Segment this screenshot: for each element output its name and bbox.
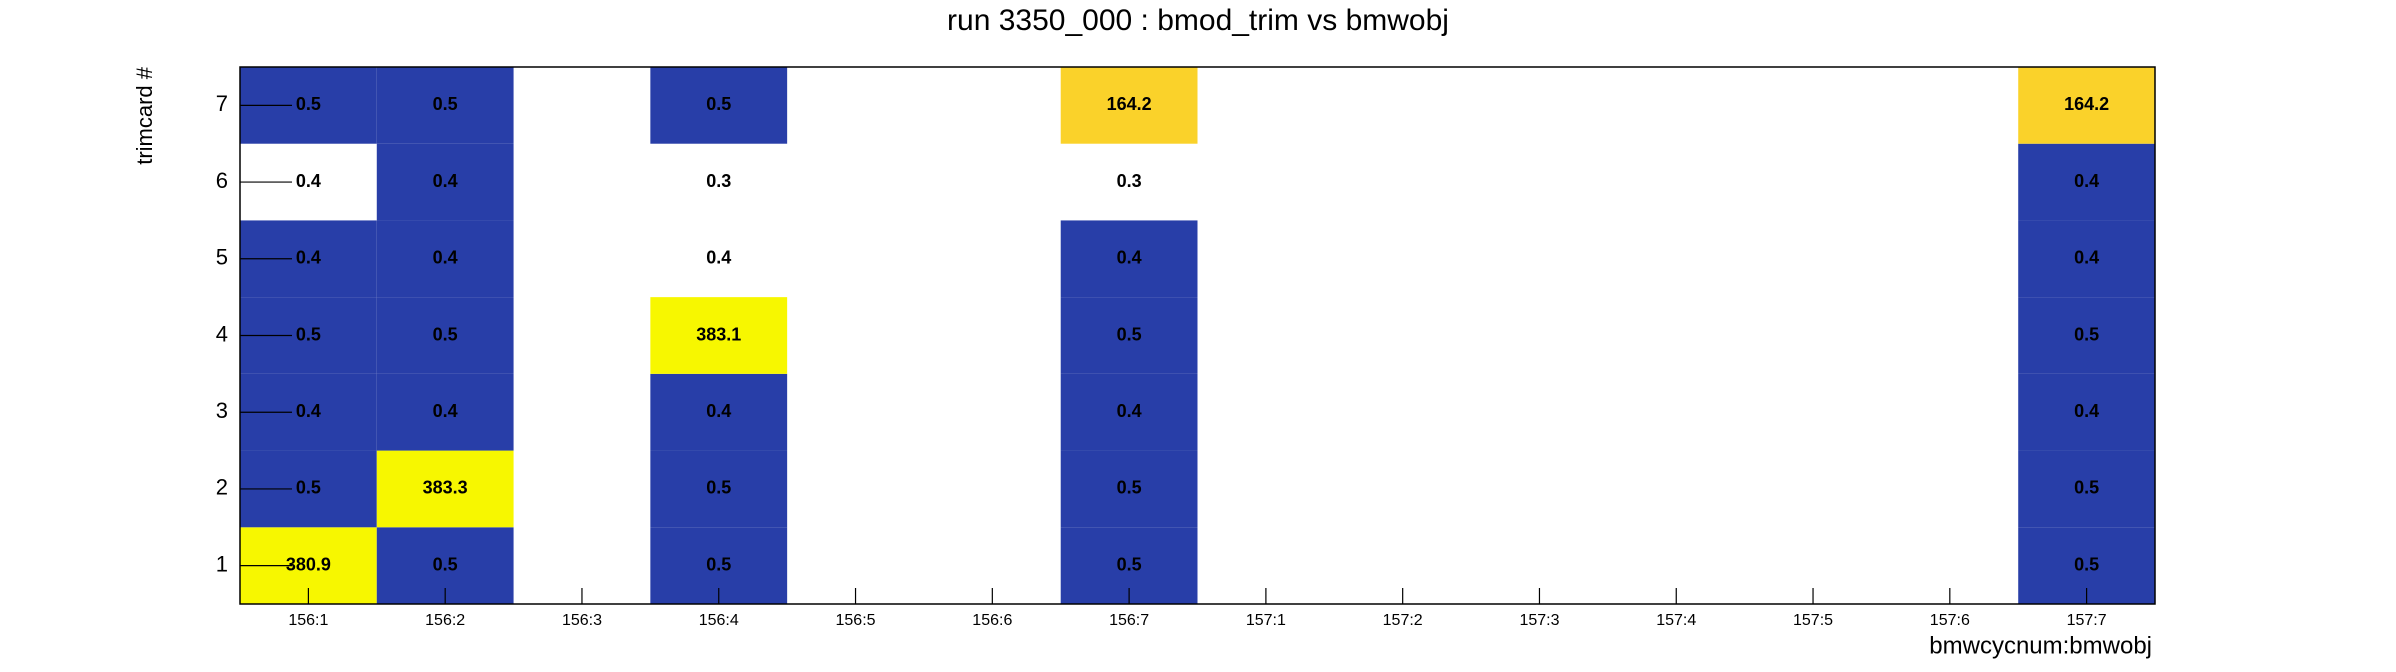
- cell: [376, 67, 514, 144]
- x-tick-label: 156:4: [699, 612, 739, 629]
- y-tick-label: 1: [216, 551, 228, 576]
- cell-label: 0.4: [1117, 248, 1142, 268]
- cell-label: 383.3: [423, 478, 468, 498]
- cell: [650, 297, 788, 374]
- cell-label: 0.5: [1117, 324, 1142, 344]
- x-tick-label: 156:6: [972, 612, 1012, 629]
- y-axis-title: trimcard #: [132, 66, 157, 165]
- cell: [1060, 373, 1198, 451]
- x-tick-label: 157:5: [1793, 612, 1833, 629]
- x-tick-label: 156:3: [562, 612, 602, 629]
- cell: [1060, 67, 1198, 144]
- x-tick-label: 157:3: [1519, 612, 1559, 629]
- cell-label: 0.5: [2074, 554, 2099, 574]
- cell-label: 0.4: [433, 171, 458, 191]
- cell-label: 0.5: [1117, 478, 1142, 498]
- cell-label: 0.4: [2074, 401, 2099, 421]
- cell-label: 0.4: [2074, 171, 2099, 191]
- y-tick-label: 2: [216, 475, 228, 500]
- x-tick-label: 156:7: [1109, 612, 1149, 629]
- x-tick-label: 157:6: [1930, 612, 1970, 629]
- y-tick-label: 6: [216, 168, 228, 193]
- cell-label: 383.1: [696, 324, 741, 344]
- cell-label: 0.5: [433, 554, 458, 574]
- cell: [1060, 297, 1198, 374]
- cell-label: 0.5: [2074, 478, 2099, 498]
- cell-label: 0.4: [1117, 401, 1142, 421]
- x-tick-label: 157:1: [1246, 612, 1286, 629]
- cell-label: 0.5: [433, 94, 458, 114]
- axes: 156:1 156:2 156:3 156:4 156:5 156:6 156:7 157:1…: [216, 66, 2156, 629]
- cell-label: 0.5: [296, 478, 321, 498]
- cell: [376, 220, 514, 298]
- cell-label: 0.3: [706, 171, 731, 191]
- cell-label: 0.4: [706, 401, 731, 421]
- cell: [376, 373, 514, 451]
- cell-label: 0.5: [433, 324, 458, 344]
- cell-label: 164.2: [1107, 94, 1152, 114]
- cell: [2018, 373, 2155, 451]
- y-tick-label: 7: [216, 91, 228, 116]
- cell-label: 164.2: [2064, 94, 2109, 114]
- cell-label: 0.5: [2074, 324, 2099, 344]
- y-tick-label: 5: [216, 245, 228, 270]
- cell-label: 0.4: [2074, 248, 2099, 268]
- cell: [376, 297, 514, 374]
- cell-label: 0.5: [706, 554, 731, 574]
- cell-label: 0.5: [706, 478, 731, 498]
- cell: [376, 450, 514, 528]
- cell: [2018, 450, 2155, 528]
- cell-label: 0.4: [433, 248, 458, 268]
- cell: [1060, 220, 1198, 298]
- cell-label: 0.4: [706, 248, 731, 268]
- cell: [2018, 297, 2155, 374]
- x-axis-title: bmwcycnum:bmwobj: [1929, 632, 2152, 659]
- y-tick-label: 4: [216, 321, 228, 346]
- x-tick-label: 156:1: [288, 612, 328, 629]
- cell-label: 0.4: [296, 401, 321, 421]
- x-tick-label: 156:5: [836, 612, 876, 629]
- cells: 380.9 0.5 0.5 0.5 0.5 0.5 383.3 0.5 0.5 0.5 0.4 0.4…: [240, 67, 2155, 604]
- cell: [650, 450, 788, 528]
- x-tick-label: 157:7: [2067, 612, 2107, 629]
- cell-label: 0.4: [296, 248, 321, 268]
- cell: [2018, 220, 2155, 298]
- cell-label: 0.3: [1117, 171, 1142, 191]
- chart-title: run 3350_000 : bmod_trim vs bmwobj: [947, 4, 1449, 37]
- cell: [1060, 450, 1198, 528]
- cell-label: 0.5: [1117, 554, 1142, 574]
- cell: [2018, 143, 2155, 221]
- cell: [2018, 67, 2155, 144]
- cell-label: 0.5: [706, 94, 731, 114]
- x-tick-label: 157:4: [1656, 612, 1696, 629]
- cell-label: 0.5: [296, 324, 321, 344]
- cell: [650, 67, 788, 144]
- x-tick-label: 156:2: [425, 612, 465, 629]
- cell-label: 0.5: [296, 94, 321, 114]
- cell-label: 0.4: [433, 401, 458, 421]
- x-tick-label: 157:2: [1383, 612, 1423, 629]
- cell: [650, 373, 788, 451]
- cell-label: 0.4: [296, 171, 321, 191]
- y-tick-label: 3: [216, 398, 228, 423]
- cell-label: 380.9: [286, 554, 331, 574]
- cell: [376, 143, 514, 221]
